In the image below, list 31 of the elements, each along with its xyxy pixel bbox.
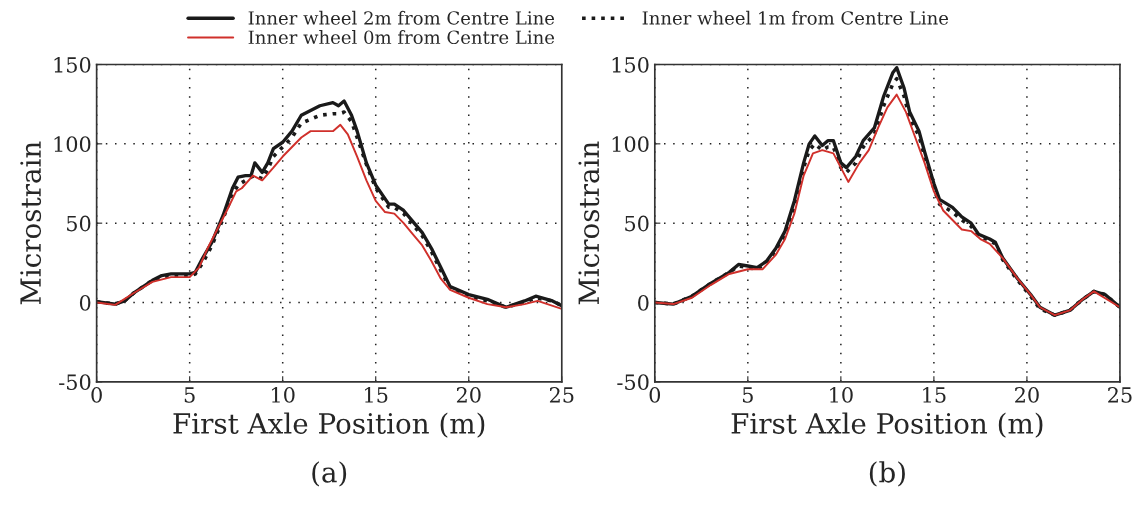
x-tick-label: 15 xyxy=(923,387,946,403)
x-tick-label: 25 xyxy=(549,387,574,403)
y-tick-label: 0 xyxy=(79,294,91,311)
y-tick-label: 100 xyxy=(54,136,91,153)
x-tick-label: 20 xyxy=(456,387,481,403)
x-tick-label: 10 xyxy=(271,387,295,403)
text: (a) xyxy=(312,461,347,487)
y-tick-label: -50 xyxy=(59,374,91,391)
y-tick-label: 150 xyxy=(612,56,649,73)
y-axis-title: Microstrain xyxy=(578,141,600,305)
y-tick-label: 0 xyxy=(638,294,649,311)
x-tick-label: 25 xyxy=(1108,387,1132,403)
x-tick-label: 0 xyxy=(649,387,661,403)
x-tick-label: 0 xyxy=(91,387,102,403)
legend-label: Inner wheel 0m from Centre Line xyxy=(248,30,555,45)
legend-label: Inner wheel 2m from Centre Line xyxy=(248,10,555,25)
x-axis-title: First Axle Position (m) xyxy=(731,412,1043,438)
x-tick-label: 15 xyxy=(365,387,388,403)
y-tick-label: 50 xyxy=(625,215,649,232)
x-tick-label: 20 xyxy=(1015,387,1039,403)
text: (b) xyxy=(869,461,905,487)
y-tick-label: 150 xyxy=(54,56,91,73)
y-tick-label: -50 xyxy=(617,374,649,391)
x-axis-title: First Axle Position (m) xyxy=(173,412,485,438)
y-axis-title: Microstrain xyxy=(20,141,42,305)
y-tick-label: 100 xyxy=(612,136,649,153)
x-tick-label: 10 xyxy=(830,387,853,403)
x-tick-label: 5 xyxy=(184,387,195,403)
x-tick-label: 5 xyxy=(742,387,753,403)
legend-label: Inner wheel 1m from Centre Line xyxy=(642,10,949,25)
y-tick-label: 50 xyxy=(67,215,91,232)
